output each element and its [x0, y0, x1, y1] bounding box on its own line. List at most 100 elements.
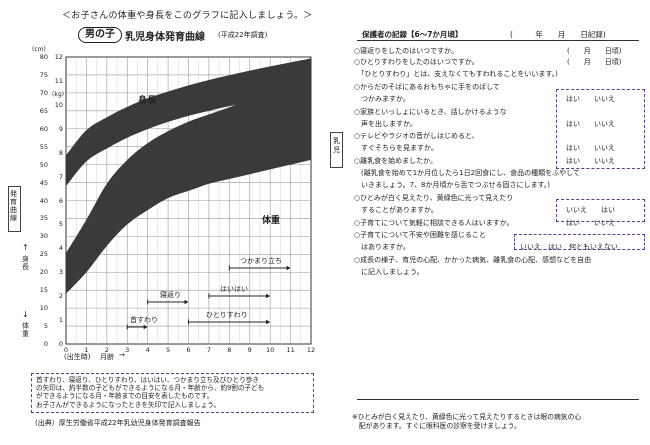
- source-citation: (出典）厚生労働省平成22年乳幼児身体発育調査報告: [35, 419, 201, 427]
- kg-tick-label: 12: [54, 53, 63, 61]
- record-item-text: はありますか。: [354, 243, 410, 251]
- record-date-field[interactable]: ( 年 月 日記録): [510, 30, 606, 39]
- milestone-arrow-head: [266, 319, 271, 325]
- record-item-answer[interactable]: いいえ はい 何ともいえない: [520, 243, 618, 251]
- height-band-label: 身長: [138, 96, 157, 106]
- record-item-text: ○からだのそばにあるおもちゃに手をのばして: [354, 83, 500, 91]
- milestone-arrows: [126, 265, 291, 330]
- record-item-answer[interactable]: ( 月 日頃): [567, 47, 622, 55]
- milestone-label: ひとりすわり: [206, 311, 248, 319]
- record-item-answer[interactable]: はい いいえ: [566, 95, 615, 103]
- footnote-line: 配があります。すぐに眼科医の診察を受けましょう。: [352, 422, 521, 430]
- cm-tick-label: 0: [43, 340, 48, 348]
- record-footnote: ※ひとみが白く見えたり、黄緑色に光って見えたりするときは眼の病気の心 配がありま…: [352, 413, 581, 431]
- record-item-answer[interactable]: いいえ はい: [566, 206, 615, 214]
- record-item-answer[interactable]: はい いいえ: [566, 219, 615, 227]
- cm-tick-label: 70: [39, 88, 48, 97]
- record-top-rule: [357, 40, 639, 41]
- cm-tick-label: 75: [39, 70, 48, 79]
- kg-tick-label: 9: [58, 124, 63, 133]
- month-tick-label: 6: [186, 346, 191, 354]
- record-title: 保護者の記録【6～7か月頃】: [362, 30, 463, 39]
- record-item-text: ○テレビやラジオの音がしはじめると、: [354, 132, 479, 140]
- record-item-text: ○子育てについて気軽に相談できる人はいますか。: [354, 219, 514, 227]
- milestone-arrow-head: [266, 293, 271, 299]
- note-line: ができるようになる月・年齢までの目安を表したものです。: [36, 392, 214, 401]
- cm-tick-label: 65: [39, 106, 48, 115]
- month-tick-label: 4: [145, 346, 150, 354]
- cm-tick-label: 15: [39, 286, 48, 295]
- height-unit-label: (cm): [32, 46, 46, 53]
- milestone-label: 首すわり: [130, 316, 158, 324]
- weight-percentile-band: [66, 83, 311, 294]
- milestone-label: つかまり立ち: [240, 257, 282, 265]
- kg-tick-label: 6: [58, 196, 63, 205]
- cm-tick-label: 20: [39, 268, 48, 277]
- record-item-answer[interactable]: はい いいえ: [566, 120, 615, 128]
- record-item-text: ○ひとりすわりをしたのはいつですか。: [354, 58, 479, 66]
- month-tick-label: 9: [247, 346, 252, 354]
- record-item-text: することがありますか。: [354, 206, 438, 214]
- kg-tick-label: 2: [58, 292, 63, 301]
- month-tick-label: 3: [125, 346, 130, 354]
- weight-axis-down-arrow: ↓: [22, 310, 29, 319]
- x-axis-label: 月齢: [100, 353, 114, 361]
- record-item-answer[interactable]: はい いいえ: [566, 157, 615, 165]
- weight-band-label: 体重: [262, 216, 281, 226]
- record-item-text: ○離乳食を始めましたか。: [354, 157, 437, 165]
- chart-subtitle: (平成22年調査): [218, 31, 268, 39]
- record-item-text: ○成長の様子、育児の心配、かかった病気、離乳食の心配、感想などを自由: [354, 256, 592, 264]
- record-bottom-rule: [357, 399, 639, 400]
- cm-tick-label: 35: [39, 214, 48, 223]
- record-item-text: ○寝返りをしたのはいつですか。: [354, 47, 458, 55]
- cm-tick-label: 10: [39, 304, 48, 313]
- record-item-text: いきましょう。7、8か月頃から舌でつぶせる固さにします。): [354, 181, 551, 189]
- answer-box-group-3: [514, 234, 645, 250]
- record-item-text: 「ひとりすわり」とは、支えなくてもすわれることをいいます。): [354, 70, 558, 78]
- note-line: お子さんができるようになったときを矢印で記入しましょう。: [36, 400, 221, 409]
- kg-tick-label: 4: [58, 244, 63, 253]
- x-axis-arrow: →: [119, 351, 125, 359]
- month-tick-label: 10: [266, 346, 275, 354]
- month-tick-label: 1: [84, 346, 89, 354]
- record-item-text: ○子育てについて不安や困難を感じること: [354, 231, 486, 239]
- cm-tick-label: 30: [39, 232, 48, 241]
- note-line: 首すわり、寝返り、ひとりすわり、はいはい、つかまり立ち及びひとり歩き: [36, 376, 259, 384]
- answer-box-group-2: [556, 199, 645, 222]
- chart-title: 乳児身体発育曲線: [125, 32, 205, 43]
- kg-tick-label: 3: [58, 268, 63, 277]
- growth-curve-side-tab-text: 発育曲線: [10, 190, 17, 222]
- record-item-answer[interactable]: はい いいえ: [566, 144, 615, 152]
- weight-axis-side-label: 体重: [22, 322, 29, 338]
- chart-bands: [66, 58, 311, 294]
- milestone-arrow-head: [143, 324, 148, 330]
- cm-tick-label: 55: [39, 142, 48, 151]
- milestone-arrow-head: [184, 299, 189, 305]
- height-percentile-band: [66, 58, 311, 187]
- birth-label: (出生時): [64, 353, 91, 361]
- month-tick-label: 5: [166, 346, 171, 354]
- record-item-text: 声を出しますか。: [354, 120, 417, 128]
- footnote-line: ※ひとみが白く見えたり、黄緑色に光って見えたりするときは眼の病気の心: [352, 413, 582, 421]
- milestone-label: 寝返り: [160, 291, 181, 299]
- kg-tick-label: 1: [58, 316, 63, 325]
- cm-tick-label: 45: [39, 178, 48, 187]
- height-axis-side-label: 身長: [22, 255, 29, 271]
- weight-unit-label: (kg): [52, 91, 64, 98]
- kg-tick-label: 10: [54, 100, 63, 109]
- cm-tick-label: 80: [39, 53, 48, 61]
- month-tick-label: 12: [306, 346, 316, 354]
- growth-curve-side-tab: [8, 186, 21, 232]
- month-tick-label: 8: [227, 346, 232, 354]
- kg-tick-label: 5: [58, 220, 63, 229]
- cm-tick-label: 60: [39, 124, 48, 133]
- record-item-text: に記入しましょう。: [354, 268, 424, 276]
- kg-tick-label: 11: [54, 76, 63, 85]
- month-tick-label: 2: [104, 346, 109, 354]
- record-item-answer[interactable]: ( 月 日頃): [567, 58, 622, 66]
- record-item-text: (離乳食を始めて1か月位したら1日2回食にし、食品の種類をふやして: [354, 169, 580, 177]
- sex-badge: 男の子: [78, 27, 122, 43]
- month-tick-label: 7: [206, 346, 211, 354]
- answer-box-group-1: [556, 89, 645, 169]
